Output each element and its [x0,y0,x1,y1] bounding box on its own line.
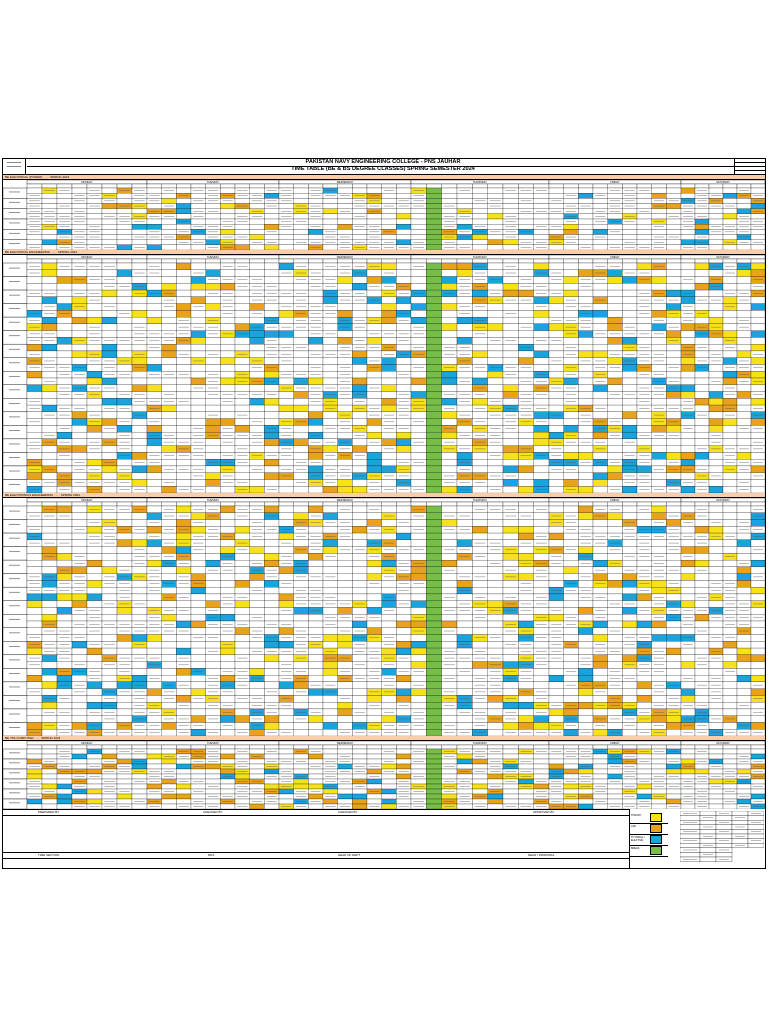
timetable-subtitle: TIME TABLE (BE & BS DEGREE CLASSES) SPRI… [291,166,475,172]
day-header: MONDAY [81,255,92,259]
day-header: FRIDAY [610,498,620,502]
day-header: THURSDAY [473,498,487,502]
section-header: BE ELECTRONICS ENGINEERING · ... · SPRIN… [3,493,765,498]
grid-cells: MONDAY TUESDAY WEDNESDAY THURSDAY FRIDAY SATU… [3,497,765,736]
legend-item: TUTORIAL / ELECTIVE [630,834,668,846]
legend-item: THEORY [630,812,668,824]
day-header: WEDNESDAY [337,180,354,184]
checked-by-label: CHECKED BY [338,810,358,814]
day-header: SATURDAY [716,741,730,745]
day-header: MONDAY [81,741,92,745]
signatory-label: DEAN / PRINCIPAL [528,853,555,857]
day-header: THURSDAY [473,741,487,745]
checked-by-label: CHECKED BY [203,810,223,814]
document-reference-box [734,159,765,174]
section-block: BE ELECTRONICS ENGINEERING · ... · SPRIN… [3,493,765,736]
legend-item: LAB [630,823,668,835]
grid-cells: MONDAY TUESDAY WEDNESDAY THURSDAY FRIDAY SATU… [3,254,765,493]
day-header: TUESDAY [207,180,219,184]
day-header: FRIDAY [610,180,620,184]
signatory-label: DDS [208,853,215,857]
day-header: FRIDAY [610,255,620,259]
section-block: BE ELECTRICAL ENGINEERING · ... · SPRING… [3,250,765,493]
legend-item: BREAK [630,845,668,857]
grid-cells: MONDAY TUESDAY WEDNESDAY THURSDAY FRIDAY SATU… [3,740,765,809]
section-header: BE / BS COMPUTER · ... · SPRING 2024 [3,736,765,741]
section-header: BE ELECTRICAL ENGINEERING · ... · SPRING… [3,250,765,255]
section-header: BE ELECTRICAL (POWER) · ... · SPRING 202… [3,175,765,180]
grid-cells: MONDAY TUESDAY WEDNESDAY THURSDAY FRIDAY SATU… [3,179,765,250]
day-header: TUESDAY [207,498,219,502]
day-header: SATURDAY [716,255,730,259]
day-header: TUESDAY [207,741,219,745]
signature-row-top: PREPARED BY CHECKED BY CHECKED BY APPROV… [3,809,629,816]
day-header: MONDAY [81,180,92,184]
college-logo [3,159,26,174]
day-header: WEDNESDAY [337,255,354,259]
day-header: MONDAY [81,498,92,502]
sheet-header: PAKISTAN NAVY ENGINEERING COLLEGE - PNS … [3,159,765,175]
color-legend: THEORY LAB TUTORIAL / ELECTIVE BREAK [629,809,766,868]
signature-footer: PREPARED BY CHECKED BY CHECKED BY APPROV… [3,809,765,868]
day-header: FRIDAY [610,741,620,745]
day-header: THURSDAY [473,255,487,259]
timetable-sheet: PAKISTAN NAVY ENGINEERING COLLEGE - PNS … [2,158,766,869]
summary-table [680,811,764,862]
signature-row-bottom: TIME SECTION DDS HEAD OF DEPT DEAN / PRI… [3,852,629,859]
section-block: BE / BS COMPUTER · ... · SPRING 2024 MON… [3,736,765,809]
signatory-label: HEAD OF DEPT [338,853,361,857]
timetable-grid: MONDAY TUESDAY WEDNESDAY THURSDAY FRIDAY SATU… [3,740,765,809]
day-header: THURSDAY [473,180,487,184]
signatory-label: TIME SECTION [38,853,60,857]
prepared-by-label: PREPARED BY [38,810,60,814]
day-header: SATURDAY [716,180,730,184]
day-header: TUESDAY [207,255,219,259]
timetable-title: PAKISTAN NAVY ENGINEERING COLLEGE - PNS … [27,159,739,167]
timetable-grid: MONDAY TUESDAY WEDNESDAY THURSDAY FRIDAY SATU… [3,497,765,736]
section-block: BE ELECTRICAL (POWER) · ... · SPRING 202… [3,175,765,250]
day-header: WEDNESDAY [337,741,354,745]
day-header: SATURDAY [716,498,730,502]
timetable-grid: MONDAY TUESDAY WEDNESDAY THURSDAY FRIDAY SATU… [3,179,765,250]
approved-by-label: APPROVED BY [533,810,555,814]
day-header: WEDNESDAY [337,498,354,502]
timetable-grid: MONDAY TUESDAY WEDNESDAY THURSDAY FRIDAY SATU… [3,254,765,493]
